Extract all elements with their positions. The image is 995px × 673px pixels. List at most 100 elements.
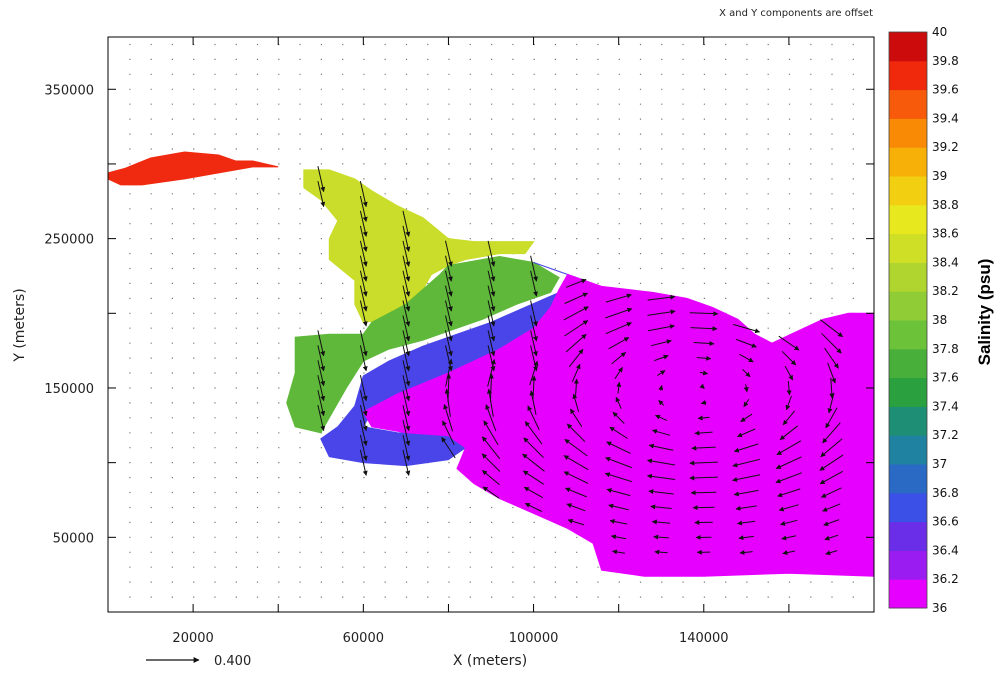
current-vector	[782, 550, 796, 556]
current-vector	[485, 404, 497, 432]
current-vector	[654, 354, 669, 362]
reference-vector-label: 0.400	[214, 654, 251, 669]
current-vector	[646, 458, 676, 466]
current-vector	[359, 434, 368, 461]
current-vector	[648, 489, 674, 495]
current-vector	[446, 373, 452, 403]
current-vector	[359, 270, 368, 297]
current-vector	[359, 345, 368, 372]
colorbar-swatch	[889, 492, 927, 523]
current-vector	[784, 365, 794, 381]
current-vector	[779, 425, 799, 441]
current-vector	[487, 240, 496, 267]
current-vector	[653, 534, 669, 540]
current-vector	[445, 315, 453, 342]
current-vector	[654, 549, 668, 555]
current-vector	[530, 300, 538, 327]
current-vector	[359, 390, 368, 417]
current-vector	[359, 285, 368, 312]
current-vector	[782, 410, 795, 426]
colorbar-swatch	[889, 176, 927, 206]
current-vector	[689, 460, 718, 466]
current-vector	[605, 322, 632, 335]
axis-ticks: 20000 60000 100000 140000 50000 150000 250000 3…	[44, 37, 874, 646]
x-tick-label: 60000	[343, 631, 384, 646]
current-vector	[402, 285, 411, 312]
colorbar-swatch	[889, 435, 927, 465]
current-vector	[317, 360, 326, 387]
current-vector	[608, 503, 629, 511]
current-vector	[821, 332, 842, 354]
current-vector	[650, 339, 672, 347]
current-vector	[530, 255, 538, 282]
colorbar-swatch	[889, 464, 927, 494]
current-vector	[566, 503, 586, 512]
colorbar-label: 40	[932, 25, 947, 39]
current-vector	[742, 368, 751, 378]
current-vector	[564, 438, 588, 457]
current-vector	[402, 300, 411, 327]
current-vector	[647, 294, 676, 301]
current-vector	[530, 270, 538, 297]
current-vector	[359, 255, 368, 282]
current-vector	[610, 534, 627, 540]
current-vector	[445, 300, 453, 327]
current-vector	[317, 345, 326, 372]
colorbar-swatch	[889, 406, 927, 436]
current-vector	[566, 423, 586, 442]
colorbar-swatch	[889, 233, 927, 263]
current-vector	[571, 363, 581, 383]
current-vector	[445, 255, 453, 282]
current-vector	[402, 210, 411, 237]
current-vector	[824, 534, 839, 541]
colorbar-swatch	[889, 60, 927, 91]
colorbar-label: 39.8	[932, 54, 959, 68]
x-tick-label: 140000	[679, 631, 729, 646]
current-vector	[732, 458, 761, 468]
current-vector	[359, 449, 368, 476]
current-vector	[317, 330, 326, 357]
current-vector	[488, 373, 494, 403]
current-vector	[732, 474, 761, 482]
current-vector	[402, 375, 411, 402]
current-vector	[443, 404, 454, 432]
x-tick-label: 100000	[509, 631, 559, 646]
colorbar-label: 39.2	[932, 140, 959, 154]
current-vector	[487, 359, 496, 387]
current-vector	[445, 285, 453, 312]
current-vector	[402, 240, 411, 267]
current-vector	[481, 453, 501, 472]
current-vector	[646, 473, 676, 480]
current-vector	[689, 475, 718, 481]
current-vector	[402, 360, 411, 387]
current-vector	[606, 488, 631, 497]
current-vector	[529, 360, 539, 386]
current-vector	[781, 535, 797, 541]
colorbar-label: 36.8	[932, 486, 959, 500]
current-vector	[693, 341, 715, 347]
current-vector	[402, 404, 411, 432]
colorbar-swatch	[889, 204, 927, 235]
current-vector	[402, 449, 411, 476]
current-vector	[359, 330, 368, 357]
current-vector	[359, 300, 368, 327]
colorbar-swatch	[889, 521, 927, 551]
current-vector	[487, 300, 496, 327]
colorbar-swatch	[889, 118, 927, 148]
current-vector	[445, 270, 453, 297]
current-vector	[487, 330, 496, 357]
current-vector	[616, 381, 622, 394]
current-vector	[402, 419, 411, 446]
current-vector	[441, 436, 456, 459]
salinity-field	[108, 151, 874, 577]
current-vector	[359, 210, 368, 237]
current-vector	[402, 345, 411, 372]
current-vector	[402, 330, 411, 357]
colorbar-label: 37.6	[932, 371, 959, 385]
colorbar-label: 36.6	[932, 515, 959, 529]
colorbar-label: 37.4	[932, 399, 959, 413]
colorbar-label: 38.2	[932, 284, 959, 298]
current-vector	[733, 489, 759, 497]
x-axis-title: X (meters)	[453, 653, 527, 669]
current-vector	[820, 438, 843, 458]
